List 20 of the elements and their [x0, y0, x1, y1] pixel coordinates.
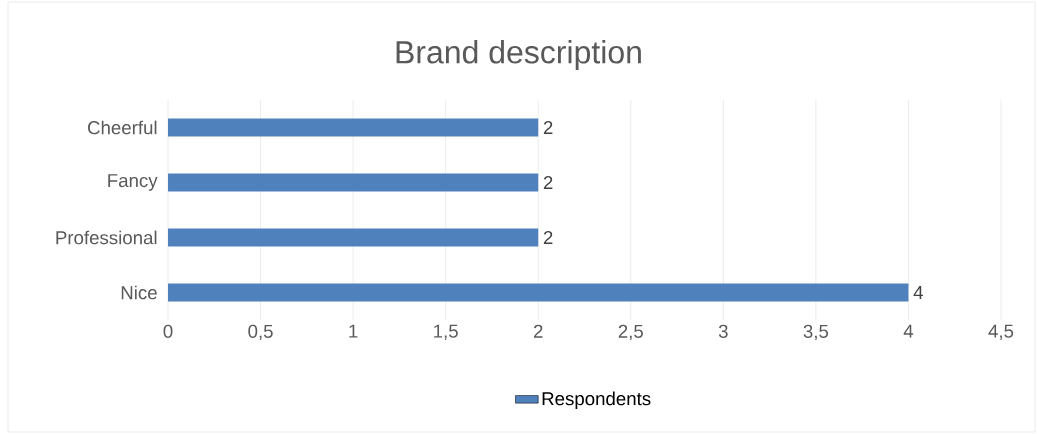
x-tick-label: 3,5 [803, 324, 829, 341]
y-tick-label: Professional [56, 230, 157, 245]
x-tick-label: 1,5 [434, 324, 458, 340]
x-tick-label: 1 [349, 324, 358, 338]
legend-label: Respondents [542, 391, 651, 409]
data-label: 2 [543, 120, 553, 135]
x-tick-label: 2,5 [618, 324, 643, 341]
x-tick-label: 3 [718, 324, 728, 338]
y-tick-label: Cheerful [88, 120, 157, 135]
y-tick-label: Nice [121, 285, 157, 300]
x-tick-label: 0,5 [248, 324, 273, 341]
x-tick-label: 2 [533, 324, 543, 338]
x-tick-label: 4,5 [988, 324, 1014, 340]
x-tick-label: 4 [903, 324, 914, 338]
x-tick-label: 0 [163, 324, 173, 338]
data-label: 2 [543, 175, 553, 190]
data-label: 4 [913, 286, 923, 299]
y-tick-label: Fancy [108, 174, 158, 191]
data-label: 2 [543, 230, 553, 245]
chart-title: Brand description [396, 40, 641, 70]
